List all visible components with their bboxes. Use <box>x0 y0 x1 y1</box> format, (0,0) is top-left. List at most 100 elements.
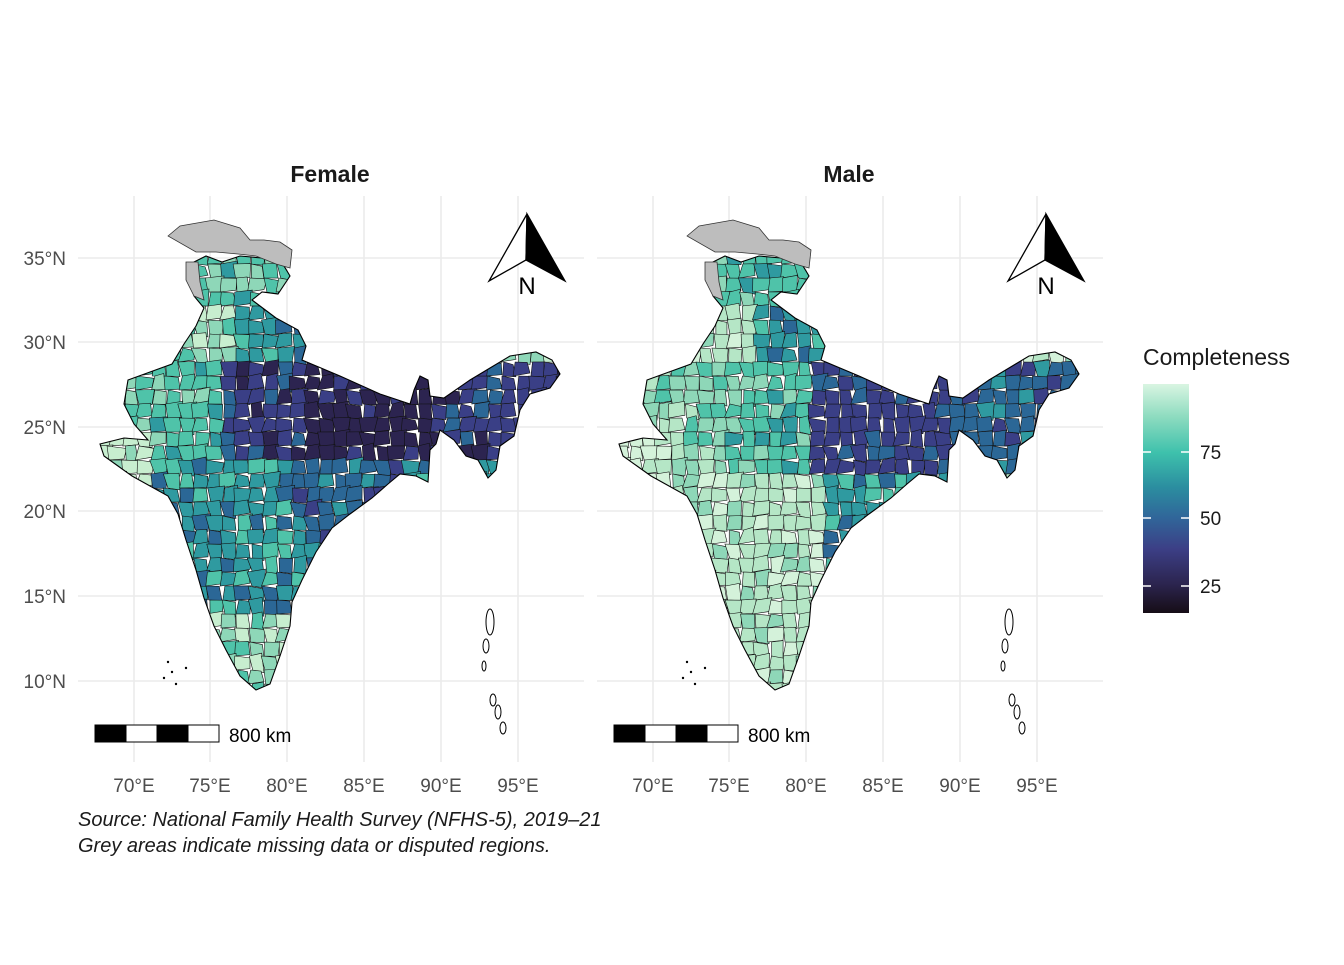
district <box>376 585 392 604</box>
district <box>975 681 994 690</box>
district <box>794 445 812 463</box>
district <box>100 459 113 475</box>
district <box>823 303 840 321</box>
district <box>192 487 209 503</box>
district <box>208 291 223 307</box>
district <box>766 695 783 713</box>
district <box>555 583 560 601</box>
district <box>418 655 433 674</box>
district <box>824 389 840 407</box>
district <box>349 543 363 561</box>
district <box>456 457 476 475</box>
district <box>388 583 405 601</box>
district <box>639 487 658 503</box>
district <box>205 655 224 671</box>
district <box>148 431 167 447</box>
district <box>107 305 125 321</box>
district <box>964 655 980 671</box>
district <box>294 655 307 674</box>
district <box>359 319 377 335</box>
district <box>387 501 406 517</box>
district <box>640 291 658 308</box>
district <box>333 319 349 335</box>
district <box>100 599 111 615</box>
district <box>528 319 545 335</box>
district <box>234 627 251 643</box>
district <box>628 487 644 503</box>
district <box>247 585 265 602</box>
district <box>345 611 364 629</box>
district <box>205 627 223 643</box>
district <box>696 389 715 406</box>
district <box>177 501 195 519</box>
district <box>640 543 660 559</box>
district <box>517 316 533 336</box>
district <box>500 640 517 657</box>
district <box>766 445 784 461</box>
district <box>669 305 686 323</box>
district <box>696 697 713 712</box>
district <box>205 585 223 602</box>
district <box>513 485 531 503</box>
district <box>976 256 994 265</box>
district <box>851 305 868 321</box>
north-label: N <box>1037 273 1054 300</box>
district <box>471 528 491 545</box>
district <box>345 695 362 712</box>
district <box>934 431 952 447</box>
district <box>1021 305 1038 323</box>
district <box>403 403 419 420</box>
x-tick-label: 90°E <box>420 776 461 797</box>
district <box>866 318 882 335</box>
island <box>1013 704 1021 720</box>
x-tick-label: 95°E <box>1016 776 1057 797</box>
district <box>697 543 714 559</box>
district <box>681 529 703 545</box>
district <box>1046 669 1067 687</box>
district <box>668 288 688 307</box>
district <box>991 555 1008 573</box>
district <box>1018 613 1037 629</box>
district <box>920 529 940 545</box>
district <box>191 683 211 690</box>
district <box>166 585 183 601</box>
district <box>742 571 756 588</box>
district <box>429 695 447 715</box>
district <box>289 641 307 657</box>
district <box>822 261 843 282</box>
district <box>457 585 477 601</box>
district <box>864 234 881 251</box>
district <box>640 256 658 265</box>
district <box>779 570 801 587</box>
district <box>809 305 828 324</box>
district <box>135 319 156 335</box>
district <box>402 698 419 712</box>
district <box>100 330 111 352</box>
district <box>471 277 489 295</box>
district <box>1075 653 1079 673</box>
district <box>976 529 996 545</box>
district <box>854 681 869 690</box>
district <box>555 500 560 517</box>
district <box>1061 277 1079 293</box>
district <box>458 571 475 587</box>
district <box>542 611 560 629</box>
district <box>740 402 756 419</box>
district <box>626 402 645 419</box>
district <box>414 256 433 265</box>
district <box>907 698 925 712</box>
district <box>1005 374 1022 391</box>
district <box>921 695 939 712</box>
district <box>864 256 882 265</box>
district <box>627 682 646 690</box>
district <box>934 557 952 573</box>
district <box>658 290 674 308</box>
district <box>433 291 447 308</box>
district <box>853 626 868 645</box>
district <box>404 683 419 690</box>
district <box>864 611 884 629</box>
district <box>136 277 155 293</box>
district <box>374 569 391 587</box>
district <box>402 501 419 519</box>
district <box>166 513 181 531</box>
